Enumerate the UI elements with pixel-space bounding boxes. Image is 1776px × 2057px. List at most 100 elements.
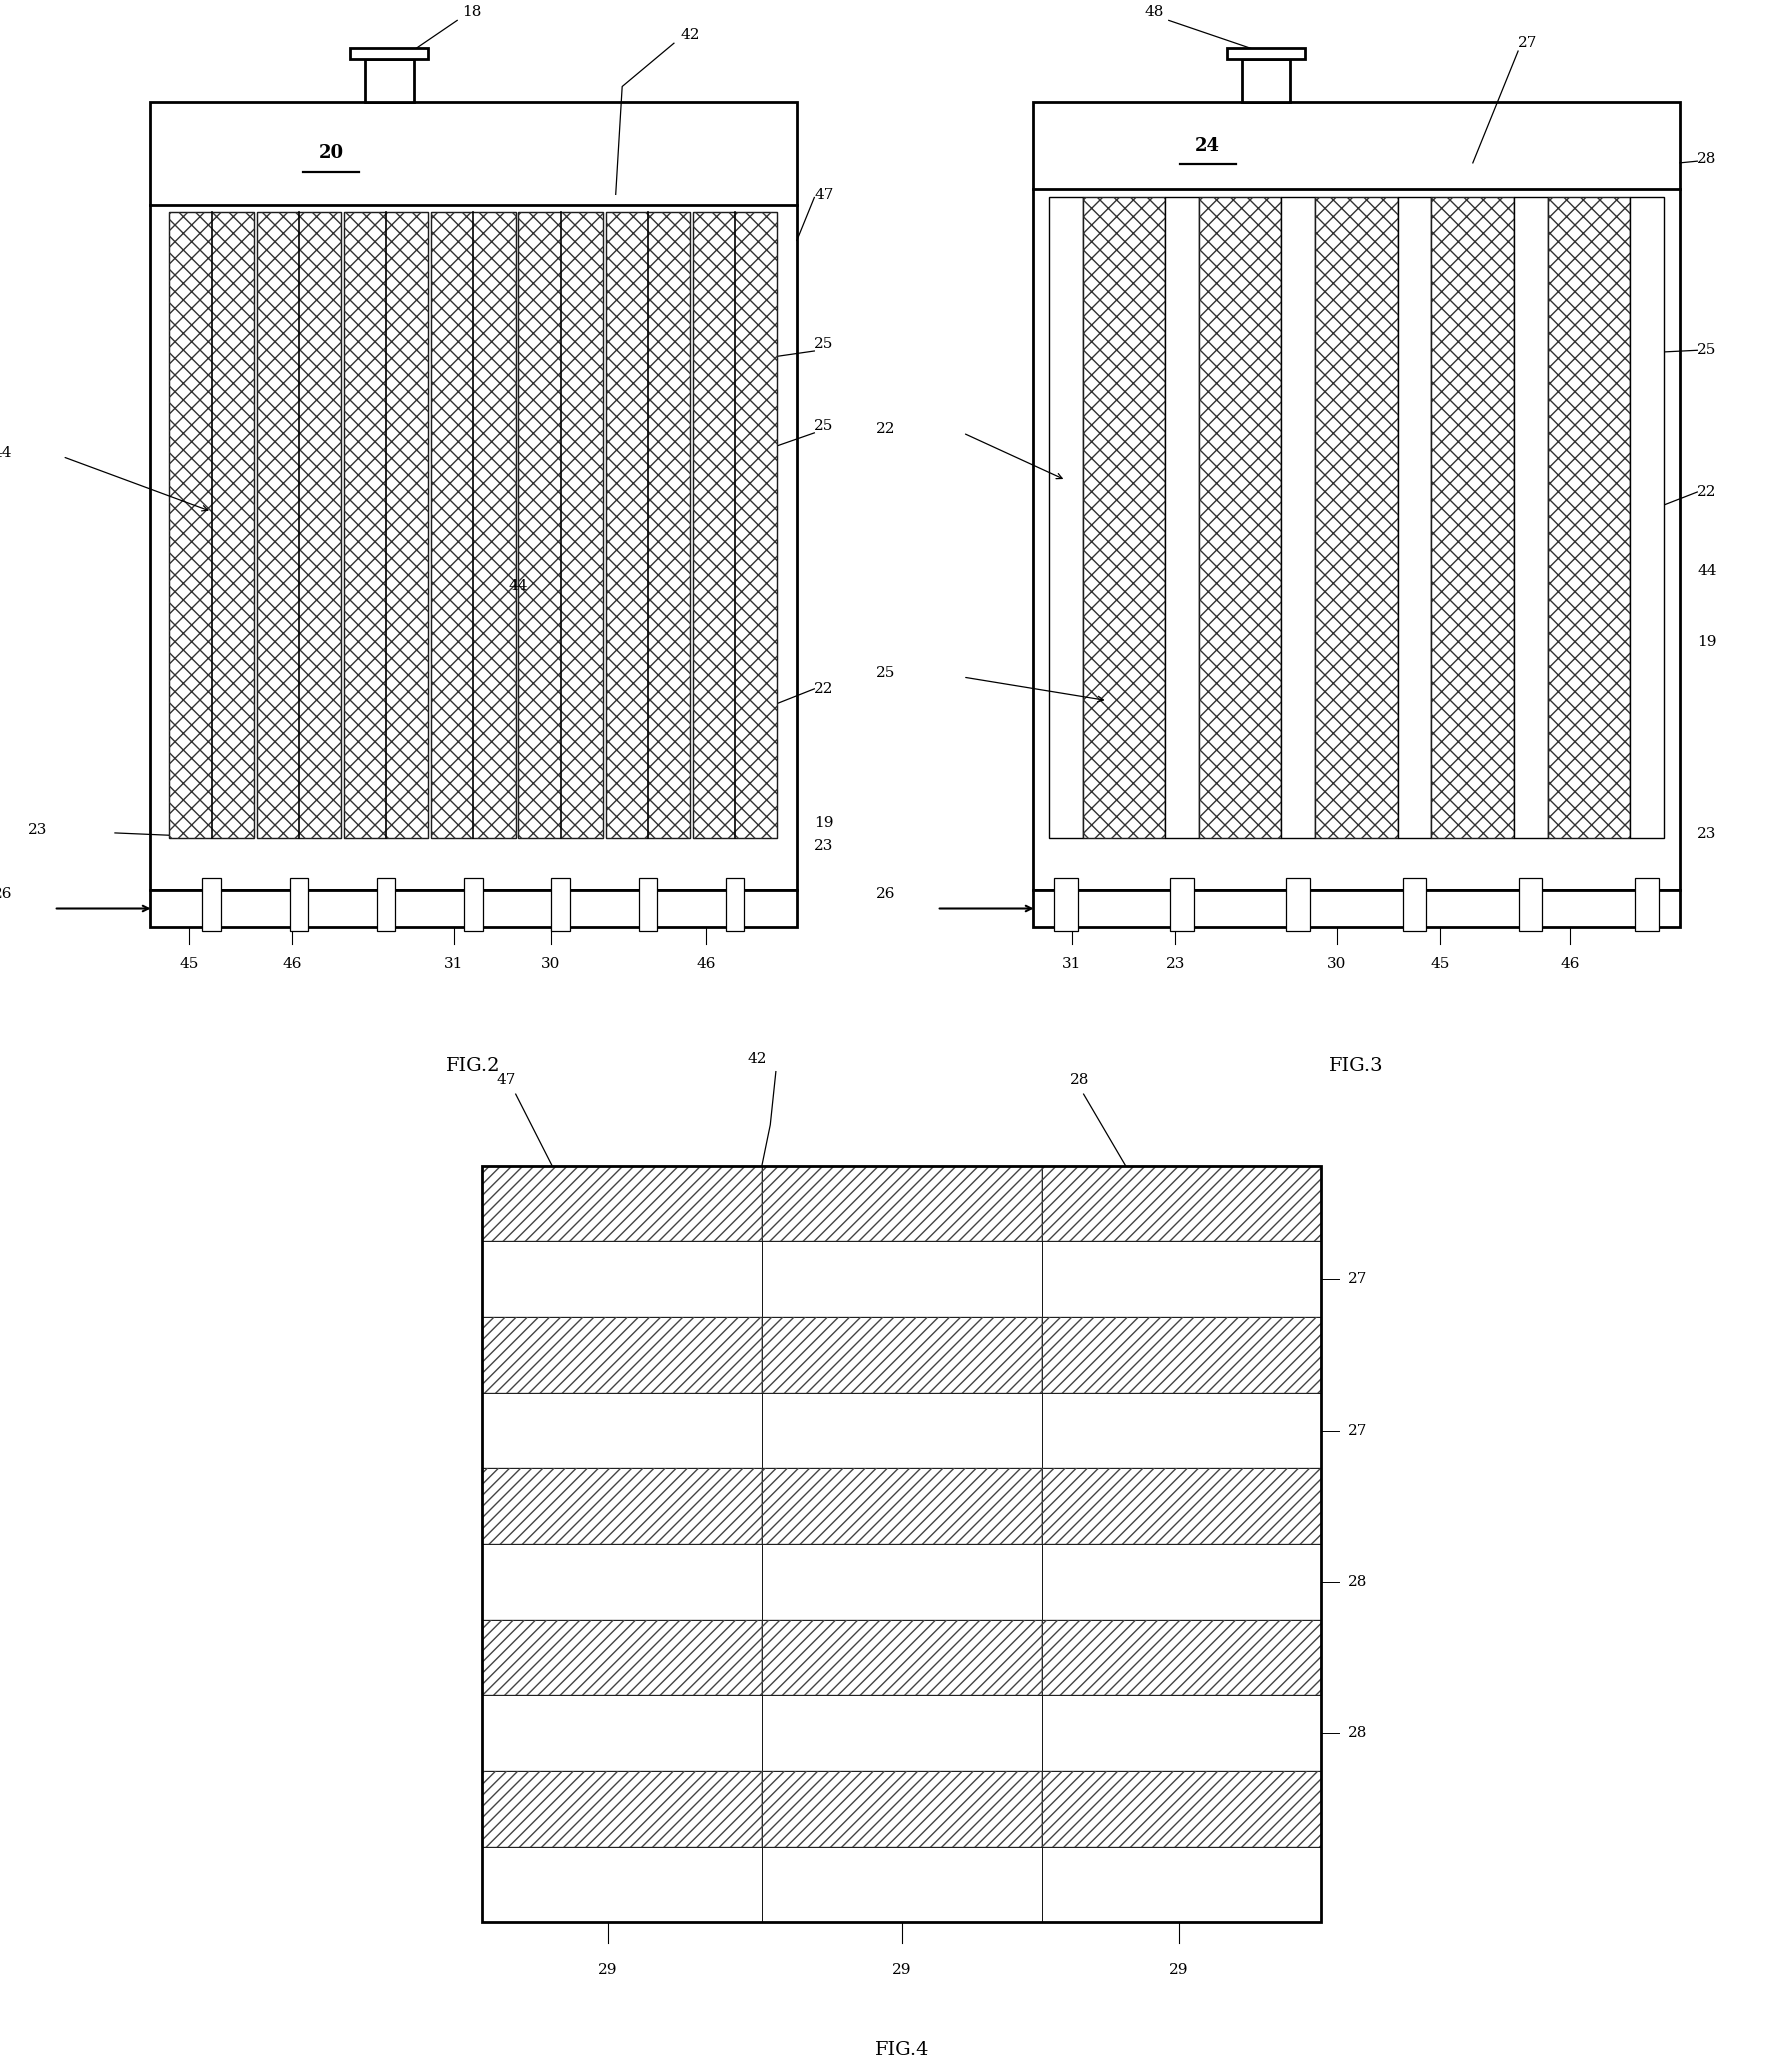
Text: 46: 46	[1559, 957, 1579, 971]
Bar	[762, 1240, 1043, 1316]
Bar	[1403, 878, 1426, 932]
Bar	[1518, 878, 1542, 932]
Text: 28: 28	[1348, 1576, 1368, 1588]
Text: FIG.2: FIG.2	[446, 1057, 501, 1074]
Bar	[1043, 1695, 1321, 1771]
Bar	[1043, 1469, 1321, 1545]
Bar	[1286, 878, 1311, 932]
Bar	[464, 878, 483, 932]
Bar	[149, 889, 797, 928]
Bar	[1165, 197, 1199, 839]
Text: 29: 29	[599, 1962, 618, 1977]
Bar	[1055, 878, 1078, 932]
Bar	[377, 878, 396, 932]
Bar	[1547, 197, 1630, 839]
Text: 44: 44	[0, 446, 12, 459]
Text: 23: 23	[27, 823, 46, 837]
Text: 25: 25	[1698, 344, 1717, 358]
Bar	[1316, 197, 1398, 839]
Bar	[762, 1166, 1043, 1240]
Text: 30: 30	[1327, 957, 1346, 971]
Text: FIG.3: FIG.3	[1328, 1057, 1384, 1074]
Bar	[1241, 60, 1289, 103]
Bar	[1199, 197, 1282, 839]
Bar	[726, 878, 744, 932]
Bar	[1316, 197, 1398, 839]
Bar	[762, 1393, 1043, 1469]
Bar	[481, 1469, 762, 1545]
Bar	[519, 212, 604, 839]
Text: 25: 25	[876, 666, 895, 681]
Text: 20: 20	[318, 144, 343, 163]
Text: 19: 19	[815, 817, 835, 829]
Text: 24: 24	[1195, 136, 1220, 154]
Text: 31: 31	[444, 957, 464, 971]
Text: 27: 27	[1348, 1423, 1368, 1438]
Bar	[1043, 1240, 1321, 1316]
Text: 44: 44	[508, 580, 527, 592]
Text: 44: 44	[1698, 564, 1717, 578]
Bar	[762, 1771, 1043, 1847]
Bar	[1431, 197, 1513, 839]
Text: 29: 29	[892, 1962, 911, 1977]
Bar	[1043, 1771, 1321, 1847]
Bar	[762, 1619, 1043, 1695]
Bar	[1043, 1316, 1321, 1393]
Bar	[1043, 1393, 1321, 1469]
Text: 42: 42	[680, 29, 700, 43]
Text: 19: 19	[1698, 634, 1717, 648]
Bar	[519, 212, 604, 839]
Bar	[481, 1469, 762, 1545]
Text: 28: 28	[1069, 1074, 1089, 1086]
Bar	[481, 1316, 762, 1393]
Text: 46: 46	[282, 957, 302, 971]
Bar	[481, 1545, 762, 1619]
Bar	[481, 1166, 762, 1240]
Bar	[345, 212, 428, 839]
Bar	[1083, 197, 1165, 839]
Bar	[606, 212, 691, 839]
Bar	[481, 1619, 762, 1695]
Text: 26: 26	[876, 887, 895, 901]
Bar	[762, 1695, 1043, 1771]
Text: 45: 45	[179, 957, 199, 971]
Text: 28: 28	[1698, 152, 1717, 167]
Bar	[1043, 1771, 1321, 1847]
Bar	[693, 212, 778, 839]
Bar	[1043, 1847, 1321, 1923]
Bar	[432, 212, 515, 839]
Bar	[1282, 197, 1316, 839]
Bar	[1513, 197, 1547, 839]
Bar	[1043, 1545, 1321, 1619]
Text: 47: 47	[496, 1074, 515, 1086]
Text: 45: 45	[1431, 957, 1451, 971]
Text: 23: 23	[1698, 827, 1717, 841]
Bar	[762, 1469, 1043, 1545]
Bar	[256, 212, 341, 839]
Text: 27: 27	[1518, 37, 1538, 49]
Bar	[481, 1619, 762, 1695]
Bar	[289, 878, 309, 932]
Bar	[169, 212, 254, 839]
Bar	[1043, 1316, 1321, 1393]
Text: 28: 28	[1348, 1726, 1368, 1740]
Bar	[481, 1316, 762, 1393]
Bar	[1636, 878, 1659, 932]
Bar	[693, 212, 778, 839]
Bar	[762, 1619, 1043, 1695]
Text: 26: 26	[0, 887, 12, 901]
Bar	[366, 60, 414, 103]
Bar	[202, 878, 220, 932]
Bar	[1083, 197, 1165, 839]
Bar	[1398, 197, 1431, 839]
Bar	[149, 103, 797, 889]
Bar	[1034, 103, 1680, 889]
Bar	[1043, 1619, 1321, 1695]
Bar	[551, 878, 570, 932]
Text: 23: 23	[1165, 957, 1185, 971]
Text: 25: 25	[815, 337, 833, 352]
Text: 29: 29	[1169, 1962, 1188, 1977]
Bar	[1034, 889, 1680, 928]
Bar	[639, 878, 657, 932]
Bar	[169, 212, 254, 839]
